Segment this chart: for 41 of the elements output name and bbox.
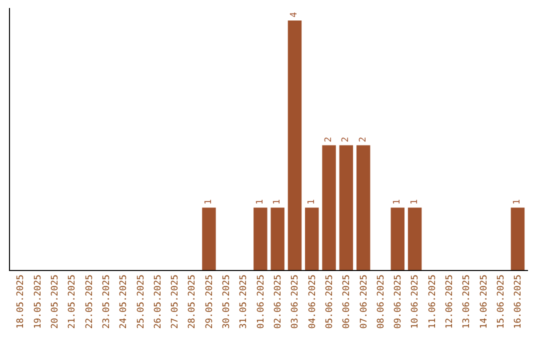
x-tick-label: 13.06.2025 [462, 274, 472, 329]
data-label: 1 [272, 199, 283, 205]
x-tick-label: 29.05.2025 [204, 274, 215, 329]
data-label: 1 [512, 199, 523, 205]
x-tick-label: 04.06.2025 [308, 274, 318, 329]
x-tick-label: 23.05.2025 [102, 274, 112, 329]
data-label: 1 [306, 199, 317, 205]
data-label: 1 [204, 199, 214, 205]
x-tick-label: 03.06.2025 [290, 274, 301, 329]
data-label: 1 [255, 199, 266, 205]
data-label: 2 [324, 136, 334, 142]
x-tick-label: 28.05.2025 [188, 274, 198, 329]
data-label: 2 [358, 136, 368, 142]
x-tick-label: 19.05.2025 [33, 274, 44, 329]
data-label: 1 [410, 199, 420, 205]
x-tick-label: 09.06.2025 [394, 274, 404, 329]
x-tick-label: 20.05.2025 [50, 274, 61, 329]
x-tick-label: 10.06.2025 [410, 274, 421, 329]
x-tick-label: 21.05.2025 [68, 274, 78, 329]
data-label: 4 [290, 12, 300, 18]
data-label: 2 [341, 136, 352, 142]
x-tick-label: 15.06.2025 [496, 274, 506, 329]
data-label: 1 [392, 199, 403, 205]
x-tick-label: 02.06.2025 [274, 274, 284, 329]
x-tick-label: 14.06.2025 [479, 274, 490, 329]
x-tick-label: 08.06.2025 [376, 274, 386, 329]
x-tick-label: 05.06.2025 [324, 274, 335, 329]
x-tick-label: 25.05.2025 [136, 274, 146, 329]
x-tick-label: 27.05.2025 [170, 274, 181, 329]
x-tick-label: 07.06.2025 [359, 274, 370, 329]
x-tick-label: 16.06.2025 [514, 274, 524, 329]
x-tick-label: 31.05.2025 [239, 274, 250, 329]
x-tick-label: 24.05.2025 [119, 274, 130, 329]
x-tick-label: 26.05.2025 [153, 274, 164, 329]
x-tick-label: 18.05.2025 [16, 274, 26, 329]
x-tick-label: 30.05.2025 [222, 274, 232, 329]
x-tick-label: 12.06.2025 [445, 274, 456, 329]
x-tick-label: 01.06.2025 [256, 274, 266, 329]
x-tick-label: 06.06.2025 [342, 274, 352, 329]
x-tick-label: 22.05.2025 [84, 274, 95, 329]
x-tick-label: 11.06.2025 [428, 274, 438, 329]
